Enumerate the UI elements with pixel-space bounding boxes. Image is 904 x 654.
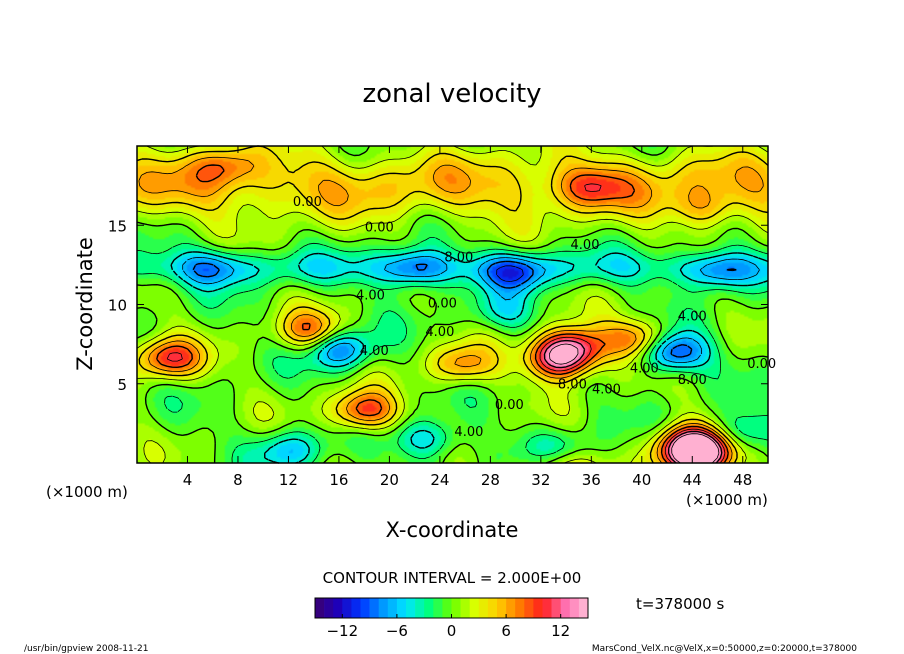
contour-lines [136,145,769,464]
contour-label: 8.00 [678,373,707,388]
contour-level [192,260,737,358]
contour-label: 0.00 [495,398,524,413]
colorbar-swatch [415,598,425,618]
colorbar-tick-label: 0 [447,622,457,640]
colorbar-swatch [478,598,489,618]
x-tick-label: 40 [632,471,651,489]
x-tick-label: 44 [683,471,702,489]
x-tick-label: 32 [531,471,550,489]
colorbar-swatch [533,598,543,618]
contour-label: 4.00 [571,238,600,253]
x-tick-label: 20 [380,471,399,489]
contour-level [166,183,726,464]
x-tick-label: 4 [183,471,193,489]
colorbar-tick-label: −6 [386,622,408,640]
time-label: t=378000 s [636,595,724,613]
chart-title: zonal velocity [362,79,541,109]
colorbar-swatch [569,598,580,618]
colorbar-swatch [487,598,498,618]
y-tick-label: 5 [117,376,127,394]
contour-level [170,249,769,464]
colorbar-swatch [369,598,379,618]
colorbar-ticks: −12 −6 0 6 12 [326,614,570,640]
colorbar-swatch [315,598,325,618]
plot-area: 0.00 0.00 8.00 4.00 4.00 0.00 4.00 4.00 8.00 4.00… [108,145,776,489]
colorbar-swatch [360,598,370,618]
y-tick-label: 15 [108,217,127,235]
colorbar-swatch [551,598,561,618]
colorbar-swatch [506,598,516,618]
colorbar-swatch [387,598,398,618]
colorbar-swatch [424,598,434,618]
x-tick-label: 24 [430,471,449,489]
colorbar: −12 −6 0 6 12 [314,597,589,640]
colorbar-swatch [524,598,534,618]
y-ticks: 5 10 15 [108,217,768,394]
contour-level [548,343,720,464]
colorbar-swatch [515,598,525,618]
x-tick-label: 12 [279,471,298,489]
contour-level [543,339,723,464]
colorbar-swatch [324,598,334,618]
contour-label: 0.00 [293,195,322,210]
contour-level [496,265,524,282]
contour-label: 8.00 [444,251,473,266]
footer-right: MarsCond_VelX.nc@VelX,x=0:50000,z=0:2000… [592,644,857,654]
contour-level [136,145,769,464]
colorbar-tick-label: 6 [501,622,511,640]
y-tick-label: 10 [108,297,127,315]
contour-level [182,256,760,363]
colorbar-swatch [342,598,352,618]
colorbar-swatch [378,598,389,618]
x-units-right: (×1000 m) [686,491,768,509]
x-tick-label: 8 [233,471,243,489]
contour-level [138,156,764,464]
contour-label: 4.00 [356,289,385,304]
contour-label: 8.00 [558,378,587,393]
contour-label: 0.00 [365,221,394,236]
x-ticks: 4 8 12 16 20 24 28 32 36 40 44 48 [183,146,752,489]
x-tick-label: 48 [733,471,752,489]
colorbar-swatch [578,598,589,618]
colorbar-swatch [469,598,480,618]
colorbar-swatch [406,598,416,618]
colorbar-tick-label: 12 [551,622,570,640]
x-axis-label: X-coordinate [386,518,519,542]
x-tick-label: 16 [329,471,348,489]
contour-level [156,164,729,464]
colorbar-swatch [433,598,443,618]
colorbar-swatch [497,598,507,618]
footer-left: /usr/bin/gpview 2008-11-21 [24,644,148,654]
colorbar-swatch [333,598,343,618]
contour-label: 4.00 [678,309,707,324]
colorbar-swatch [351,598,361,618]
colorbar-swatch [460,598,470,618]
contour-labels: 0.00 0.00 8.00 4.00 4.00 0.00 4.00 4.00 8.00 4.00… [293,195,776,440]
y-axis-label: Z-coordinate [73,237,97,371]
contour-label: 0.00 [747,357,776,372]
colorbar-swatch [560,598,571,618]
colorbar-tick-label: −12 [326,622,358,640]
contour-label: 4.00 [425,325,454,340]
contour-level [136,237,769,464]
colorbar-swatch [542,598,552,618]
contour-level [136,145,769,464]
heatmap-field [137,146,768,463]
contour-level [136,145,769,464]
colorbar-swatch [442,598,452,618]
contour-interval-label: CONTOUR INTERVAL = 2.000E+00 [323,569,582,587]
colorbar-swatches [315,598,589,618]
colorbar-swatch [451,598,461,618]
contour-label: 4.00 [630,362,659,377]
contour-label: 4.00 [592,382,621,397]
contour-label: 0.00 [428,297,457,312]
x-tick-label: 36 [582,471,601,489]
contour-label: 4.00 [454,425,483,440]
colorbar-swatch [396,598,407,618]
contour-label: 4.00 [360,344,389,359]
x-tick-label: 28 [481,471,500,489]
x-units-left: (×1000 m) [46,483,128,501]
